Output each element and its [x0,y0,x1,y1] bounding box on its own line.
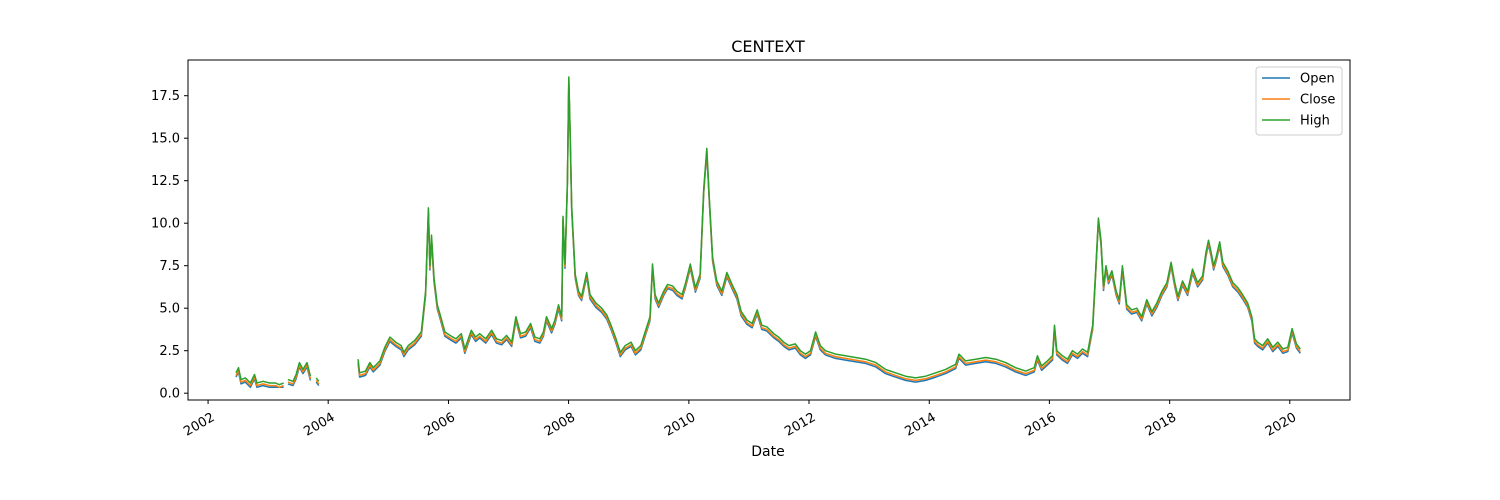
legend-label-open: Open [1300,72,1335,87]
series-line-high [235,76,1301,386]
chart-title: CENTEXT [731,37,805,56]
y-tick-label: 12.5 [151,174,180,189]
y-tick-label: 7.5 [159,259,180,274]
x-axis-label: Date [751,444,784,460]
y-tick-label: 15.0 [151,132,180,147]
plot-frame [187,59,1351,401]
legend-box [1255,66,1343,136]
y-tick-label: 0.0 [159,387,180,402]
legend: Open Close High [1255,66,1343,136]
y-tick-label: 2.5 [159,344,180,359]
series-layer [235,76,1301,389]
legend-label-close: Close [1300,93,1335,108]
y-axis: 0.0 2.5 5.0 7.5 10.0 12.5 15.0 17.5 [151,89,188,402]
legend-label-high: High [1300,114,1330,129]
y-tick-label: 5.0 [159,302,180,317]
y-tick-label: 17.5 [151,89,180,104]
y-tick-label: 10.0 [151,217,180,232]
